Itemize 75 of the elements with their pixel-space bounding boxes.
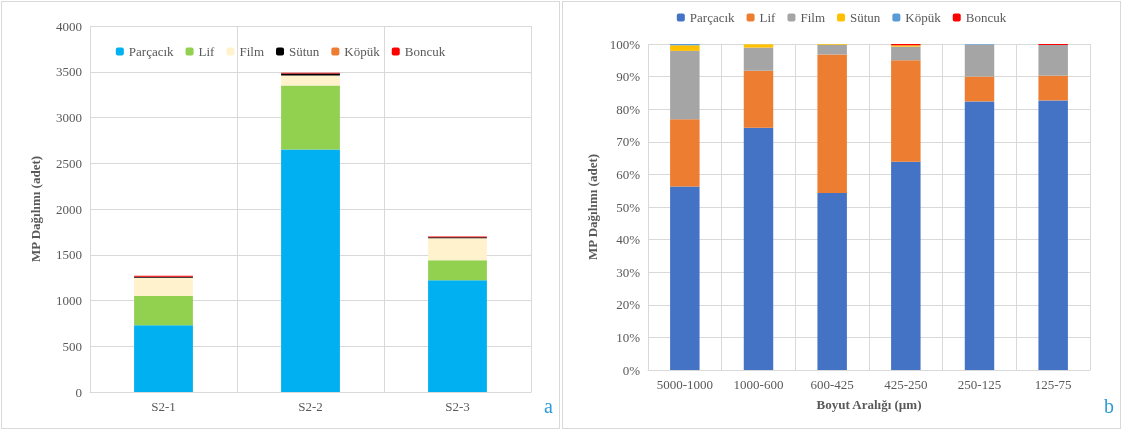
x-tick-label: S2-1 [151,399,176,414]
bar [670,119,700,187]
y-tick-label: 100% [609,36,641,52]
legend-label: Sütun [850,10,881,25]
bar [891,161,921,370]
y-axis-title: MP Dağılımı (adet) [28,155,43,263]
y-tick-label: 0% [622,362,641,378]
y-tick-label: 70% [616,134,641,150]
bar [743,47,774,71]
bar [134,325,193,392]
legend-label: Sütun [289,44,320,59]
y-tick-label: 40% [616,232,641,248]
x-tick-label: 1000-600 [733,377,784,392]
x-tick-label: S2-2 [298,399,323,414]
y-tick-label: 50% [616,199,641,215]
y-tick-label: 500 [62,338,82,354]
x-axis-title: Boyut Aralığı (µm) [816,397,922,412]
bar [670,45,700,51]
bar [670,186,700,370]
y-tick-label: 3000 [56,110,82,125]
y-axis-title: MP Dağılımı (adet) [584,153,600,261]
bar [743,44,774,48]
y-tick-label: 3500 [56,64,82,80]
bar [891,46,921,61]
bar [891,60,921,162]
text: a [544,395,554,417]
bar [281,149,340,392]
legend-label: Boncuk [965,10,1007,25]
bar [134,295,193,326]
bar [281,85,340,150]
bar [1038,75,1068,101]
legend-label: Parçacık [128,44,175,59]
y-tick-label: 2000 [56,201,82,217]
x-tick-label: 250-125 [957,377,1002,392]
y-tick-label: 1500 [56,247,82,263]
bar [964,44,995,77]
y-tick-label: 1000 [56,293,82,308]
x-tick-label: 425-250 [884,377,928,392]
y-tick-label: 90% [616,69,641,85]
x-tick-label: 125-75 [1034,377,1072,392]
legend-label: Köpük [905,10,942,25]
x-tick-label: 600-425 [810,377,854,392]
bar [743,70,774,128]
y-tick-label: 20% [616,297,641,313]
bar [964,101,995,370]
y-tick-label: 0 [75,384,82,400]
legend-label: Film [800,10,826,25]
bar [1038,44,1068,76]
text: b [1104,395,1114,417]
x-tick-label: 5000-1000 [656,377,714,392]
y-tick-label: 2500 [56,155,82,171]
bar [281,75,340,86]
legend-label: Film [239,44,265,59]
bar [428,260,487,281]
bar [817,44,847,55]
legend-label: Parçacık [689,10,736,25]
y-tick-label: 80% [616,101,641,117]
legend-label: Boncuk [404,44,446,59]
legend-label: Lif [198,44,216,59]
bar [428,238,487,261]
bar [1038,100,1068,370]
bar [428,280,487,392]
y-tick-label: 4000 [56,18,82,34]
x-tick-label: S2-3 [445,399,470,414]
bar [670,50,700,120]
bar [817,54,847,193]
y-tick-label: 30% [616,264,641,280]
y-tick-label: 10% [616,329,641,345]
bar [134,277,193,296]
bar [743,127,774,370]
y-tick-label: 60% [616,166,641,182]
bar [817,192,847,370]
legend-label: Köpük [344,44,381,59]
bar [964,76,995,102]
legend-label: Lif [759,10,777,25]
